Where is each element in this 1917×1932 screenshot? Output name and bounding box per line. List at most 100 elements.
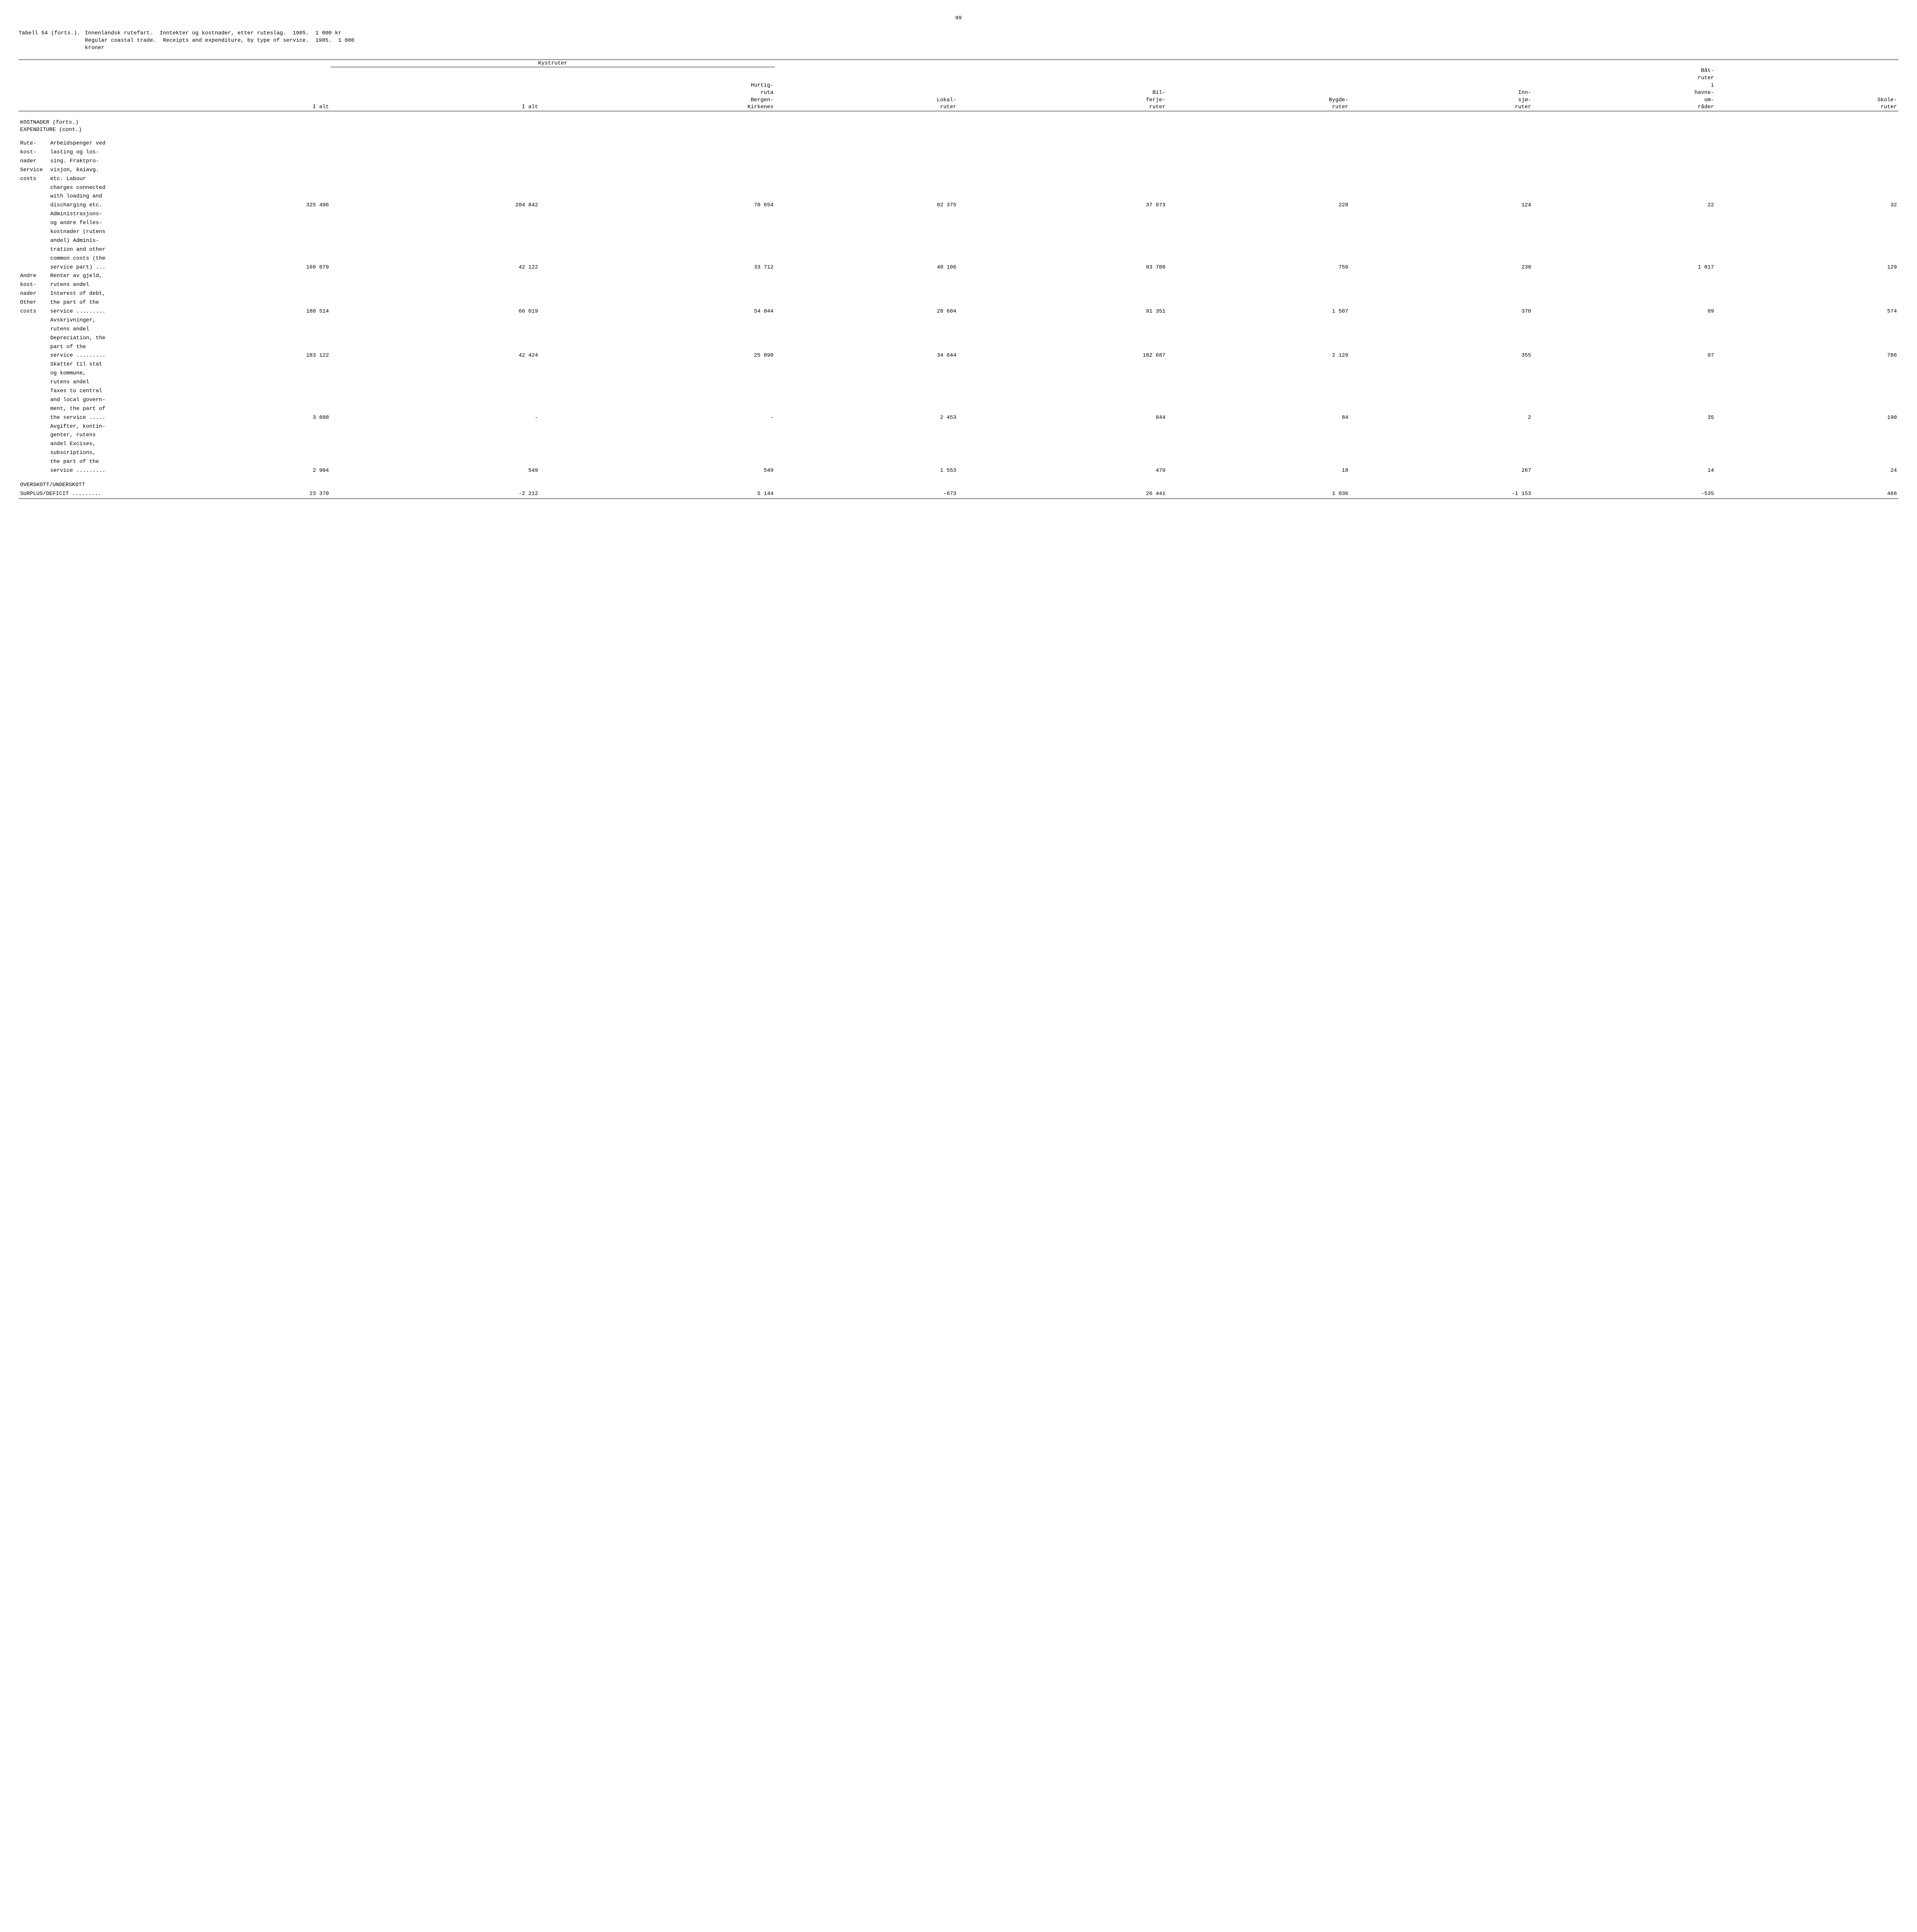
cell-value: 33 712 [540,263,775,272]
section-heading-nor: KOSTNADER (forts.) [19,111,1898,126]
cell-value: 97 [1533,351,1716,360]
category-label [19,263,49,272]
row-desc: the part of the [49,298,121,307]
category-label: nader [19,289,49,298]
row-desc: visjon, kaiavg. [49,166,121,175]
col-hurtig: Hurtig-rutaBergen-Kirkenes [540,67,775,111]
cell-value: 466 [1716,490,1898,498]
row-desc: ment, the part of [49,405,121,413]
cell-value: 35 [1533,413,1716,422]
surplus-heading-eng: SURPLUS/DEFICIT ......... [19,490,121,498]
title-line1: Innenlandsk rutefart. Inntekter og kostn… [85,30,1898,37]
category-label: Other [19,298,49,307]
cell-value: 28 604 [775,307,958,316]
row-desc: tration and other [49,245,121,254]
row-desc: Interest of debt, [49,289,121,298]
cell-value: 204 842 [330,201,540,210]
category-label [19,457,49,466]
cell-value: -2 212 [330,490,540,498]
row-desc: Avskrivninger, [49,316,121,325]
category-label [19,422,49,431]
cell-value: 1 553 [775,466,958,475]
category-label: Service [19,166,49,175]
cell-value: 22 [1533,201,1716,210]
col-bygde: Bygde-ruter [1167,67,1350,111]
category-label [19,325,49,334]
cell-value: 238 [1350,263,1533,272]
row-desc: lasting og los- [49,148,121,157]
cell-value: 479 [958,466,1167,475]
cell-value: 66 019 [330,307,540,316]
category-label [19,334,49,343]
title-line2: Regular coastal trade. Receipts and expe… [85,37,1898,44]
cell-value: 1 036 [1167,490,1350,498]
cell-value: 54 044 [540,307,775,316]
row-desc: andel) Adminis- [49,236,121,245]
category-label [19,343,49,352]
row-desc-final: service ......... [49,351,121,360]
row-desc: Renter av gjeld, [49,272,121,281]
category-label [19,351,49,360]
row-desc-final: service part) ... [49,263,121,272]
row-desc: rutens andel [49,325,121,334]
category-label [19,236,49,245]
cell-value: -673 [775,490,958,498]
col-bilferje: Bil-ferje-ruter [958,67,1167,111]
cell-value: 89 [1533,307,1716,316]
title-text: Innenlandsk rutefart. Inntekter og kostn… [85,30,1898,52]
cell-value: 2 904 [121,466,330,475]
cell-value: 42 424 [330,351,540,360]
category-label [19,413,49,422]
category-label: Andre [19,272,49,281]
cell-value: 32 [1716,201,1898,210]
category-label [19,449,49,457]
cell-value: 549 [540,466,775,475]
cell-value: 2 [1350,413,1533,422]
cell-value: 91 351 [958,307,1167,316]
row-desc: rutens andel [49,281,121,289]
row-desc-final: the service ..... [49,413,121,422]
category-label [19,396,49,405]
row-desc: kostnader (rutens [49,228,121,236]
cell-value: - [540,413,775,422]
cell-value: 1 017 [1533,263,1716,272]
cell-value: 5 144 [540,490,775,498]
cell-value: 786 [1716,351,1898,360]
category-label: kost- [19,148,49,157]
cell-value: 83 708 [958,263,1167,272]
category-label: costs [19,307,49,316]
cell-value: 2 453 [775,413,958,422]
cell-value: 82 375 [775,201,958,210]
category-label: kost- [19,281,49,289]
row-desc: Arbeidspenger ved [49,139,121,148]
cell-value: 42 122 [330,263,540,272]
cell-value: 25 090 [540,351,775,360]
title-lead: Tabell 54 (forts.). [19,30,85,52]
row-desc: etc. Labour [49,175,121,184]
col-kyst-ialt: I alt [330,67,540,111]
category-label: nader [19,157,49,166]
row-desc: sing. Fraktpro- [49,157,121,166]
row-desc: and local govern- [49,396,121,405]
cell-value: 124 [1350,201,1533,210]
cell-value: 26 441 [958,490,1167,498]
cell-value: 325 496 [121,201,330,210]
category-label [19,210,49,219]
category-label [19,378,49,387]
cell-value: 2 129 [1167,351,1350,360]
row-desc: common costs (the [49,254,121,263]
cell-value: 18 [1167,466,1350,475]
col-bat: Båt-ruterihavne-om-råder [1533,67,1716,111]
row-desc: og kommune, [49,369,121,378]
row-desc-final: service ......... [49,307,121,316]
cell-value: - [330,413,540,422]
cell-value: 84 [1167,413,1350,422]
cell-value: 14 [1533,466,1716,475]
row-desc: charges connected [49,184,121,192]
row-desc: andel Excises, [49,440,121,449]
cell-value: 188 514 [121,307,330,316]
cell-value: 24 [1716,466,1898,475]
category-label: Rute- [19,139,49,148]
category-label [19,369,49,378]
row-desc: rutens andel [49,378,121,387]
